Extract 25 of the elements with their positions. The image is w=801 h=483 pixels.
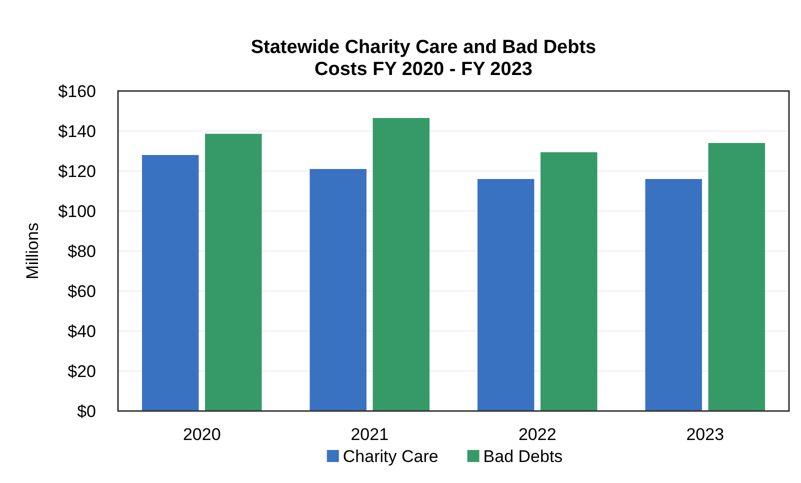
x-tick-label: 2023: [686, 425, 724, 444]
y-tick-label: $100: [58, 202, 96, 221]
bar: [205, 134, 262, 411]
legend-label: Bad Debts: [483, 447, 563, 466]
y-tick-label: $40: [68, 322, 96, 341]
x-tick-label: 2022: [518, 425, 556, 444]
bar: [708, 143, 766, 411]
bar: [142, 155, 199, 411]
x-tick-label: 2021: [350, 425, 389, 444]
bar: [310, 169, 366, 411]
chart-title: Statewide Charity Care and Bad Debts Costs FY 2020 - FY 2023: [250, 37, 596, 80]
bar: [372, 118, 430, 411]
y-tick-label: $80: [68, 242, 96, 261]
bar: [477, 179, 534, 411]
bar: [540, 152, 598, 411]
legend-label: Charity Care: [342, 447, 438, 466]
bar: [645, 179, 702, 411]
y-tick-label: $60: [68, 282, 96, 301]
y-tick-label: $120: [58, 162, 96, 181]
y-axis-title: Millions: [23, 222, 42, 280]
y-tick-label: $140: [58, 122, 96, 141]
x-tick-label: 2020: [182, 425, 221, 444]
y-tick-label: $0: [77, 402, 96, 421]
y-tick-label: $160: [58, 82, 96, 101]
y-tick-label: $20: [68, 362, 96, 381]
